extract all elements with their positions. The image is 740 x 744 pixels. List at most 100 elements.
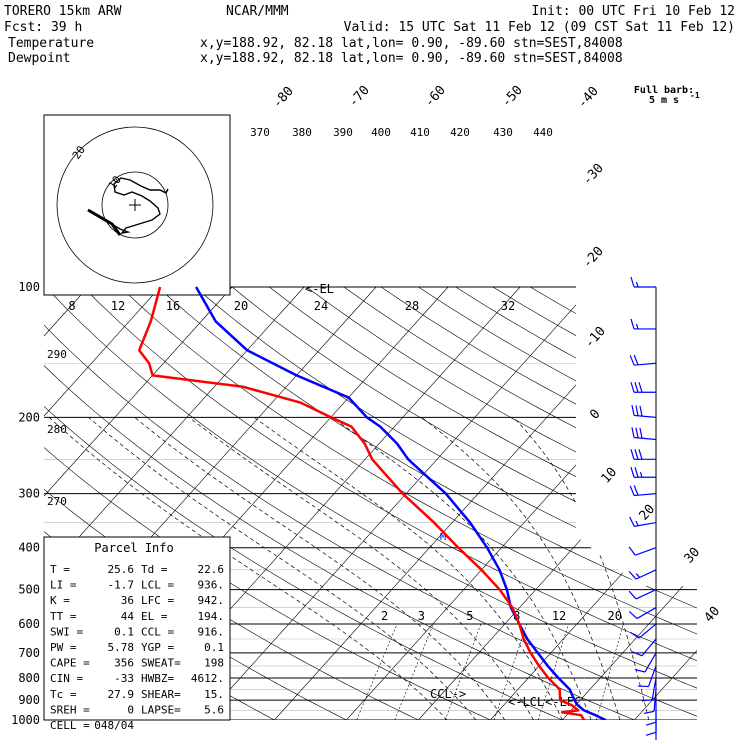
parcel-info-cell: 0.1 xyxy=(204,641,224,654)
temperature-legend-label: Temperature xyxy=(8,36,94,51)
parcel-info-cell: -1.7 xyxy=(108,579,135,592)
parcel-info-cell: 916. xyxy=(198,625,225,638)
wind-barb xyxy=(631,467,656,477)
wind-barb xyxy=(631,449,656,459)
parcel-info-cell: 27.9 xyxy=(108,688,135,701)
wind-barb xyxy=(629,570,656,579)
parcel-info-cell: TT = xyxy=(50,610,77,623)
hodograph-speed-label: 32 xyxy=(501,299,515,313)
parcel-info-cell: PW = xyxy=(50,641,77,654)
theta-label: 410 xyxy=(410,126,430,139)
parcel-info-cell: CIN = xyxy=(50,672,83,685)
isotherm-label: -80 xyxy=(270,84,297,111)
wind-barb xyxy=(644,689,656,713)
isotherm-label: 10 xyxy=(599,465,621,487)
parcel-info-cell: 5.78 xyxy=(108,641,135,654)
wind-barb xyxy=(629,547,656,555)
isotherm-label: -60 xyxy=(422,83,449,110)
moist-adiabat-line xyxy=(332,417,591,720)
parcel-info-cell: 22.6 xyxy=(198,563,225,576)
pressure-tick-label: 600 xyxy=(18,617,40,631)
mixing-ratio-line xyxy=(395,624,433,720)
wind-barb xyxy=(629,590,656,599)
parcel-info-cell: LFC = xyxy=(141,594,174,607)
parcel-info-cell: SWEAT= xyxy=(141,657,181,670)
parcel-info-title: Parcel Info xyxy=(94,541,173,555)
pressure-tick-label: 500 xyxy=(18,583,40,597)
parcel-info-cell: 5.6 xyxy=(204,703,224,716)
theta-label-low: 270 xyxy=(47,495,67,508)
isotherm-line xyxy=(202,287,592,720)
parcel-info-cell: -33 xyxy=(114,672,134,685)
pressure-tick-label: 1000 xyxy=(11,713,40,727)
theta-label: 370 xyxy=(250,126,270,139)
moist-adiabat-line xyxy=(514,417,649,720)
theta-label: 380 xyxy=(292,126,312,139)
parcel-info-cell: CAPE = xyxy=(50,657,90,670)
dry-adiabat-line xyxy=(530,287,740,729)
pressure-tick-label: 900 xyxy=(18,693,40,707)
parcel-info-cell: 194. xyxy=(198,610,225,623)
isotherm-label: -10 xyxy=(582,324,609,351)
isotherm-label: -20 xyxy=(580,244,607,271)
hodograph-speed-label: 16 xyxy=(166,299,180,313)
isotherm-label: 30 xyxy=(682,545,704,567)
wind-barb xyxy=(630,355,656,365)
wind-barb xyxy=(631,382,656,392)
dry-adiabat-line xyxy=(456,287,740,729)
theta-label: 440 xyxy=(533,126,553,139)
org-title: NCAR/MMM xyxy=(226,4,289,19)
parcel-info-cell: LI = xyxy=(50,579,77,592)
wind-barb xyxy=(630,485,656,495)
wind-barb xyxy=(629,608,656,619)
isotherm-label: 0 xyxy=(587,407,603,423)
parcel-info-cell: 936. xyxy=(198,579,225,592)
wind-barb xyxy=(635,653,656,672)
parcel-info-cell: CCL = xyxy=(141,625,174,638)
parcel-info-cell: SWI = xyxy=(50,625,83,638)
pressure-tick-label: 300 xyxy=(18,487,40,501)
mixing-ratio-line xyxy=(445,624,481,720)
el-marker-label: <-EL xyxy=(305,282,334,296)
pressure-tick-label: 400 xyxy=(18,541,40,555)
pressure-tick-label: 200 xyxy=(18,410,40,424)
parcel-info-cell: 15. xyxy=(204,688,224,701)
theta-label-low: 280 xyxy=(47,423,67,436)
isotherm-line xyxy=(634,287,740,720)
theta-label: 430 xyxy=(493,126,513,139)
dry-adiabat-line xyxy=(493,287,740,729)
isotherm-label: 20 xyxy=(637,502,659,524)
mixing-ratio-label: 2 xyxy=(381,609,388,623)
wind-barb xyxy=(631,319,656,329)
parcel-info-cell: Td = xyxy=(141,563,168,576)
pressure-tick-label: 100 xyxy=(18,280,40,294)
full-barb-value: 5 m s xyxy=(649,95,679,106)
isotherm-label: -70 xyxy=(346,83,373,110)
hodograph-speed-label: 24 xyxy=(314,299,328,313)
isotherm-line xyxy=(418,287,740,720)
parcel-info-cell: 36 xyxy=(121,594,134,607)
parcel-info-cell: 0.1 xyxy=(114,625,134,638)
parcel-info-cell: T = xyxy=(50,563,70,576)
pressure-tick-label: 700 xyxy=(18,646,40,660)
wind-barb xyxy=(632,427,656,439)
parcel-info-cell: LAPSE= xyxy=(141,703,181,716)
parcel-info-cell: EL = xyxy=(141,610,168,623)
theta-label: 390 xyxy=(333,126,353,139)
parcel-info-cell: 25.6 xyxy=(108,563,135,576)
mixing-ratio-label: 20 xyxy=(608,609,622,623)
mixing-ratio-label: 5 xyxy=(466,609,473,623)
parcel-info-cell: K = xyxy=(50,594,70,607)
parcel-info-cell: 198 xyxy=(204,657,224,670)
theta-label-low: 290 xyxy=(47,348,67,361)
theta-label: 420 xyxy=(450,126,470,139)
forecast-hour: Fcst: 39 h xyxy=(4,20,82,35)
isotherm-label: -40 xyxy=(575,84,602,111)
mixing-ratio-line xyxy=(357,624,398,720)
hodograph-speed-label: 20 xyxy=(234,299,248,313)
parcel-info-cell: SREH = xyxy=(50,703,90,716)
wind-barb xyxy=(630,624,656,638)
